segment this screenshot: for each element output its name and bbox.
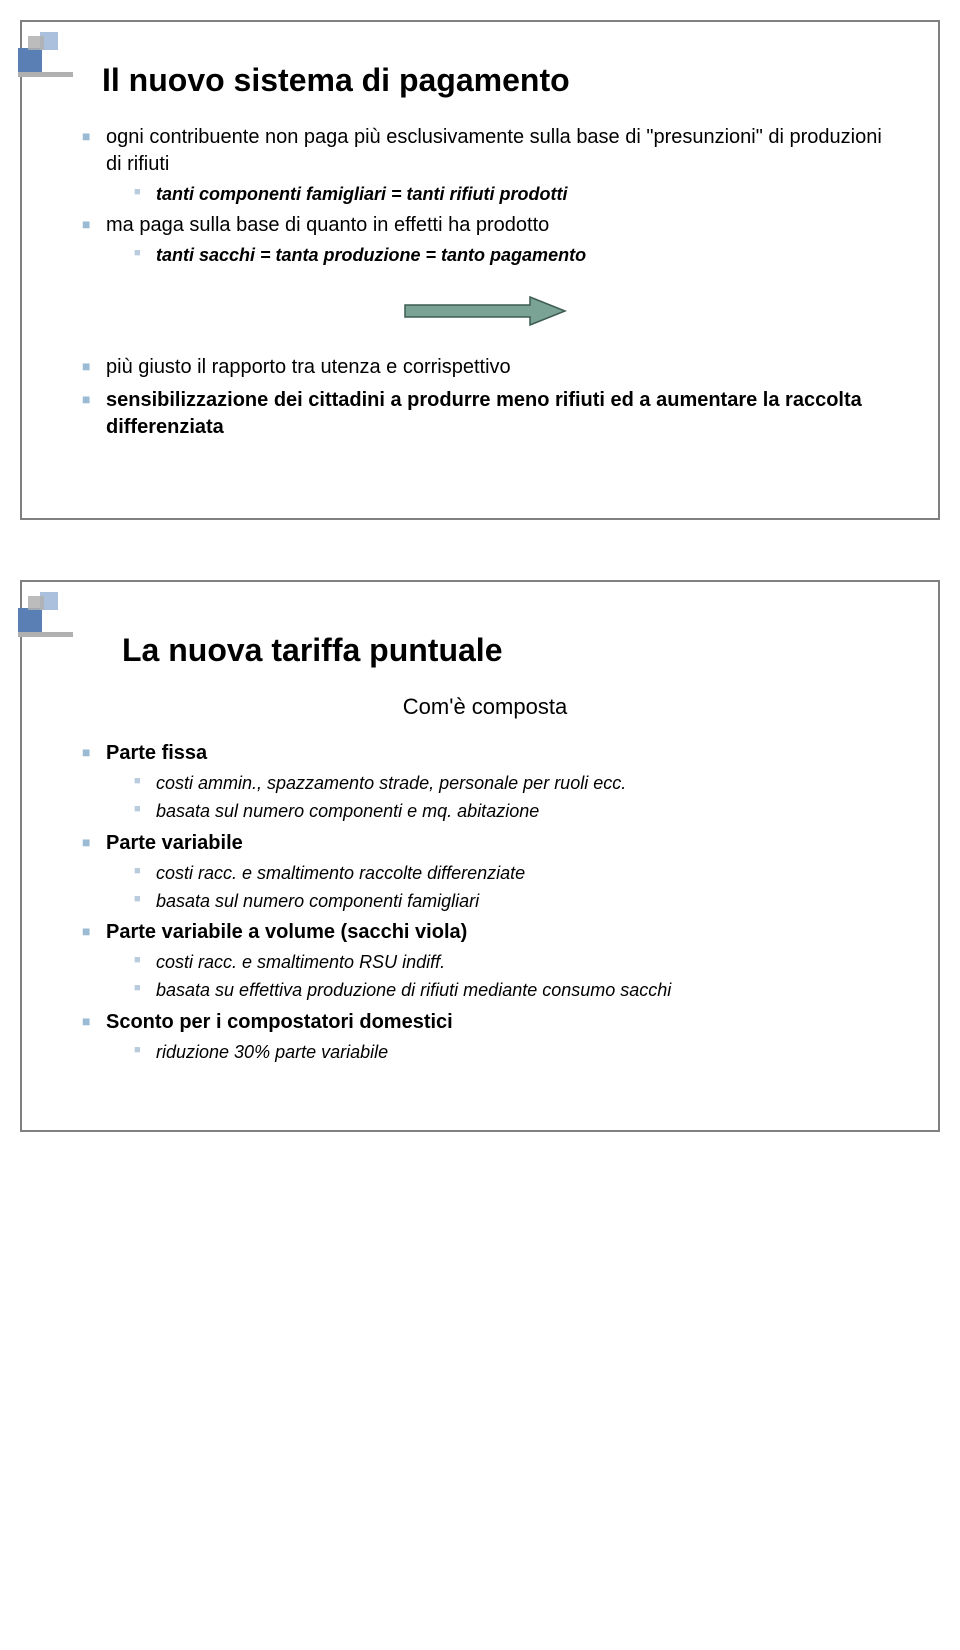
sub-list-item: basata su effettiva produzione di rifiut… [106, 978, 888, 1002]
slide-subtitle: Com'è composta [82, 694, 888, 720]
list-item: più giusto il rapporto tra utenza e corr… [82, 354, 888, 381]
sub-list-item: costi ammin., spazzamento strade, person… [106, 771, 888, 795]
bullet-list: Parte fissa costi ammin., spazzamento st… [82, 740, 888, 1064]
bullet-list-after: più giusto il rapporto tra utenza e corr… [82, 354, 888, 441]
list-item: Parte variabile costi racc. e smaltiment… [82, 830, 888, 914]
sub-list-item: costi racc. e smaltimento RSU indiff. [106, 950, 888, 974]
sub-item-text: costi ammin., spazzamento strade, person… [156, 773, 626, 793]
sub-item-text: costi racc. e smaltimento raccolte diffe… [156, 863, 525, 883]
sub-item-text: tanti componenti famigliari = tanti rifi… [156, 184, 568, 204]
list-item: sensibilizzazione dei cittadini a produr… [82, 387, 888, 441]
list-item: Parte fissa costi ammin., spazzamento st… [82, 740, 888, 824]
item-text: Sconto per i compostatori domestici [106, 1011, 453, 1033]
sub-item-text: riduzione 30% parte variabile [156, 1042, 388, 1062]
corner-decoration [18, 18, 88, 78]
slide-title: Il nuovo sistema di pagamento [102, 62, 888, 99]
item-text: ma paga sulla base di quanto in effetti … [106, 214, 549, 236]
sub-item-text: tanti sacchi = tanta produzione = tanto … [156, 245, 586, 265]
bullet-list: ogni contribuente non paga più esclusiva… [82, 124, 888, 268]
slide-title: La nuova tariffa puntuale [122, 632, 888, 669]
arrow-graphic [82, 293, 888, 334]
arrow-icon [400, 293, 570, 329]
item-text: Parte fissa [106, 742, 207, 764]
sub-list-item: tanti sacchi = tanta produzione = tanto … [106, 243, 888, 267]
slide-1: Il nuovo sistema di pagamento ogni contr… [20, 20, 940, 520]
corner-decoration [18, 578, 88, 638]
sub-list-item: costi racc. e smaltimento raccolte diffe… [106, 861, 888, 885]
sub-list-item: basata sul numero componenti famigliari [106, 889, 888, 913]
sub-item-text: basata sul numero componenti e mq. abita… [156, 801, 539, 821]
list-item: ma paga sulla base di quanto in effetti … [82, 212, 888, 267]
list-item: Parte variabile a volume (sacchi viola) … [82, 919, 888, 1003]
list-item: ogni contribuente non paga più esclusiva… [82, 124, 888, 206]
item-text: più giusto il rapporto tra utenza e corr… [106, 356, 511, 378]
list-item: Sconto per i compostatori domestici ridu… [82, 1009, 888, 1064]
sub-item-text: basata su effettiva produzione di rifiut… [156, 980, 671, 1000]
item-text: Parte variabile a volume (sacchi viola) [106, 921, 467, 943]
sub-list-item: basata sul numero componenti e mq. abita… [106, 799, 888, 823]
item-text: Parte variabile [106, 832, 243, 854]
sub-list-item: riduzione 30% parte variabile [106, 1040, 888, 1064]
sub-item-text: costi racc. e smaltimento RSU indiff. [156, 952, 445, 972]
slide-2: La nuova tariffa puntuale Com'è composta… [20, 580, 940, 1132]
sub-list-item: tanti componenti famigliari = tanti rifi… [106, 182, 888, 206]
sub-item-text: basata sul numero componenti famigliari [156, 891, 479, 911]
item-text: ogni contribuente non paga più esclusiva… [106, 126, 882, 175]
item-text: sensibilizzazione dei cittadini a produr… [106, 389, 862, 438]
